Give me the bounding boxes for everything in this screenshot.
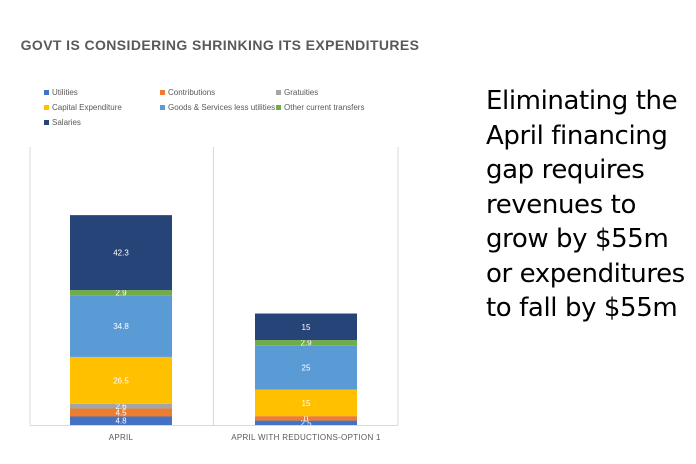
legend-item: Gratuities [276, 88, 384, 97]
side-line: April financing [486, 120, 668, 151]
side-line: or expenditures [486, 258, 685, 289]
bar-segment [255, 420, 357, 425]
chart-title-text: GOVT IS CONSIDERING SHRINKING ITS EXPEND… [20, 37, 420, 53]
legend-swatch [160, 90, 165, 95]
category-label: APRIL [109, 433, 134, 442]
legend-item: Salaries [44, 118, 160, 127]
bar-segment [70, 416, 172, 425]
data-label: 15 [302, 323, 311, 332]
data-label: 2.6 [115, 402, 127, 411]
data-label: 42.3 [113, 249, 129, 258]
chart-legend: Utilities Contributions Gratuities Capital … [44, 88, 384, 127]
side-line: revenues to [486, 189, 636, 220]
legend-swatch [44, 90, 49, 95]
bar-segment [70, 408, 172, 417]
bar-segment [255, 389, 357, 417]
data-label: 15 [302, 399, 311, 408]
legend-item: Contributions [160, 88, 276, 97]
data-label: 2.9 [115, 289, 127, 298]
data-label: 2.5 [300, 419, 312, 428]
data-label: 2.9 [300, 339, 312, 348]
side-line: to fall by $55m [486, 293, 678, 323]
bar-segment [255, 345, 357, 390]
legend-label: Goods & Services less utilities [168, 103, 276, 112]
data-label: 34.8 [113, 322, 129, 331]
legend-item: Goods & Services less utilities [160, 103, 276, 112]
side-message: Eliminating the April financing gap requ… [486, 84, 691, 326]
bar-segment [70, 356, 172, 404]
legend-label: Contributions [168, 88, 216, 97]
category-label: APRIL WITH REDUCTIONS-OPTION 1 [231, 433, 381, 442]
legend-label: Other current transfers [284, 103, 365, 112]
bar-segment [70, 290, 172, 296]
legend-swatch [44, 105, 49, 110]
data-label: 0 [304, 414, 309, 423]
data-label: 4.8 [115, 417, 127, 426]
side-line: gap requires [486, 155, 645, 185]
legend-swatch [44, 120, 49, 125]
legend-label: Utilities [52, 88, 78, 97]
legend-swatch [276, 90, 281, 95]
legend-label: Gratuities [284, 88, 319, 97]
legend-label: Salaries [52, 118, 81, 127]
chart-title: GOVT IS CONSIDERING SHRINKING ITS EXPEND… [20, 34, 420, 56]
legend-item: Utilities [44, 88, 160, 97]
data-label: 26.5 [113, 376, 129, 385]
legend-swatch [276, 105, 281, 110]
bar-segment [70, 295, 172, 357]
bar-segment [255, 416, 357, 421]
data-label: 4.5 [115, 409, 127, 418]
bar-segment [255, 340, 357, 346]
legend-label: Capital Expenditure [52, 103, 122, 112]
bar-segment [70, 403, 172, 409]
bar-segment [255, 313, 357, 341]
legend-item: Capital Expenditure [44, 103, 160, 112]
data-label: 25 [302, 363, 311, 372]
side-line: Eliminating the [486, 86, 678, 116]
side-line: grow by $55m [486, 224, 669, 254]
legend-item: Other current transfers [276, 103, 384, 112]
bar-segment [70, 215, 172, 291]
legend-swatch [160, 105, 165, 110]
